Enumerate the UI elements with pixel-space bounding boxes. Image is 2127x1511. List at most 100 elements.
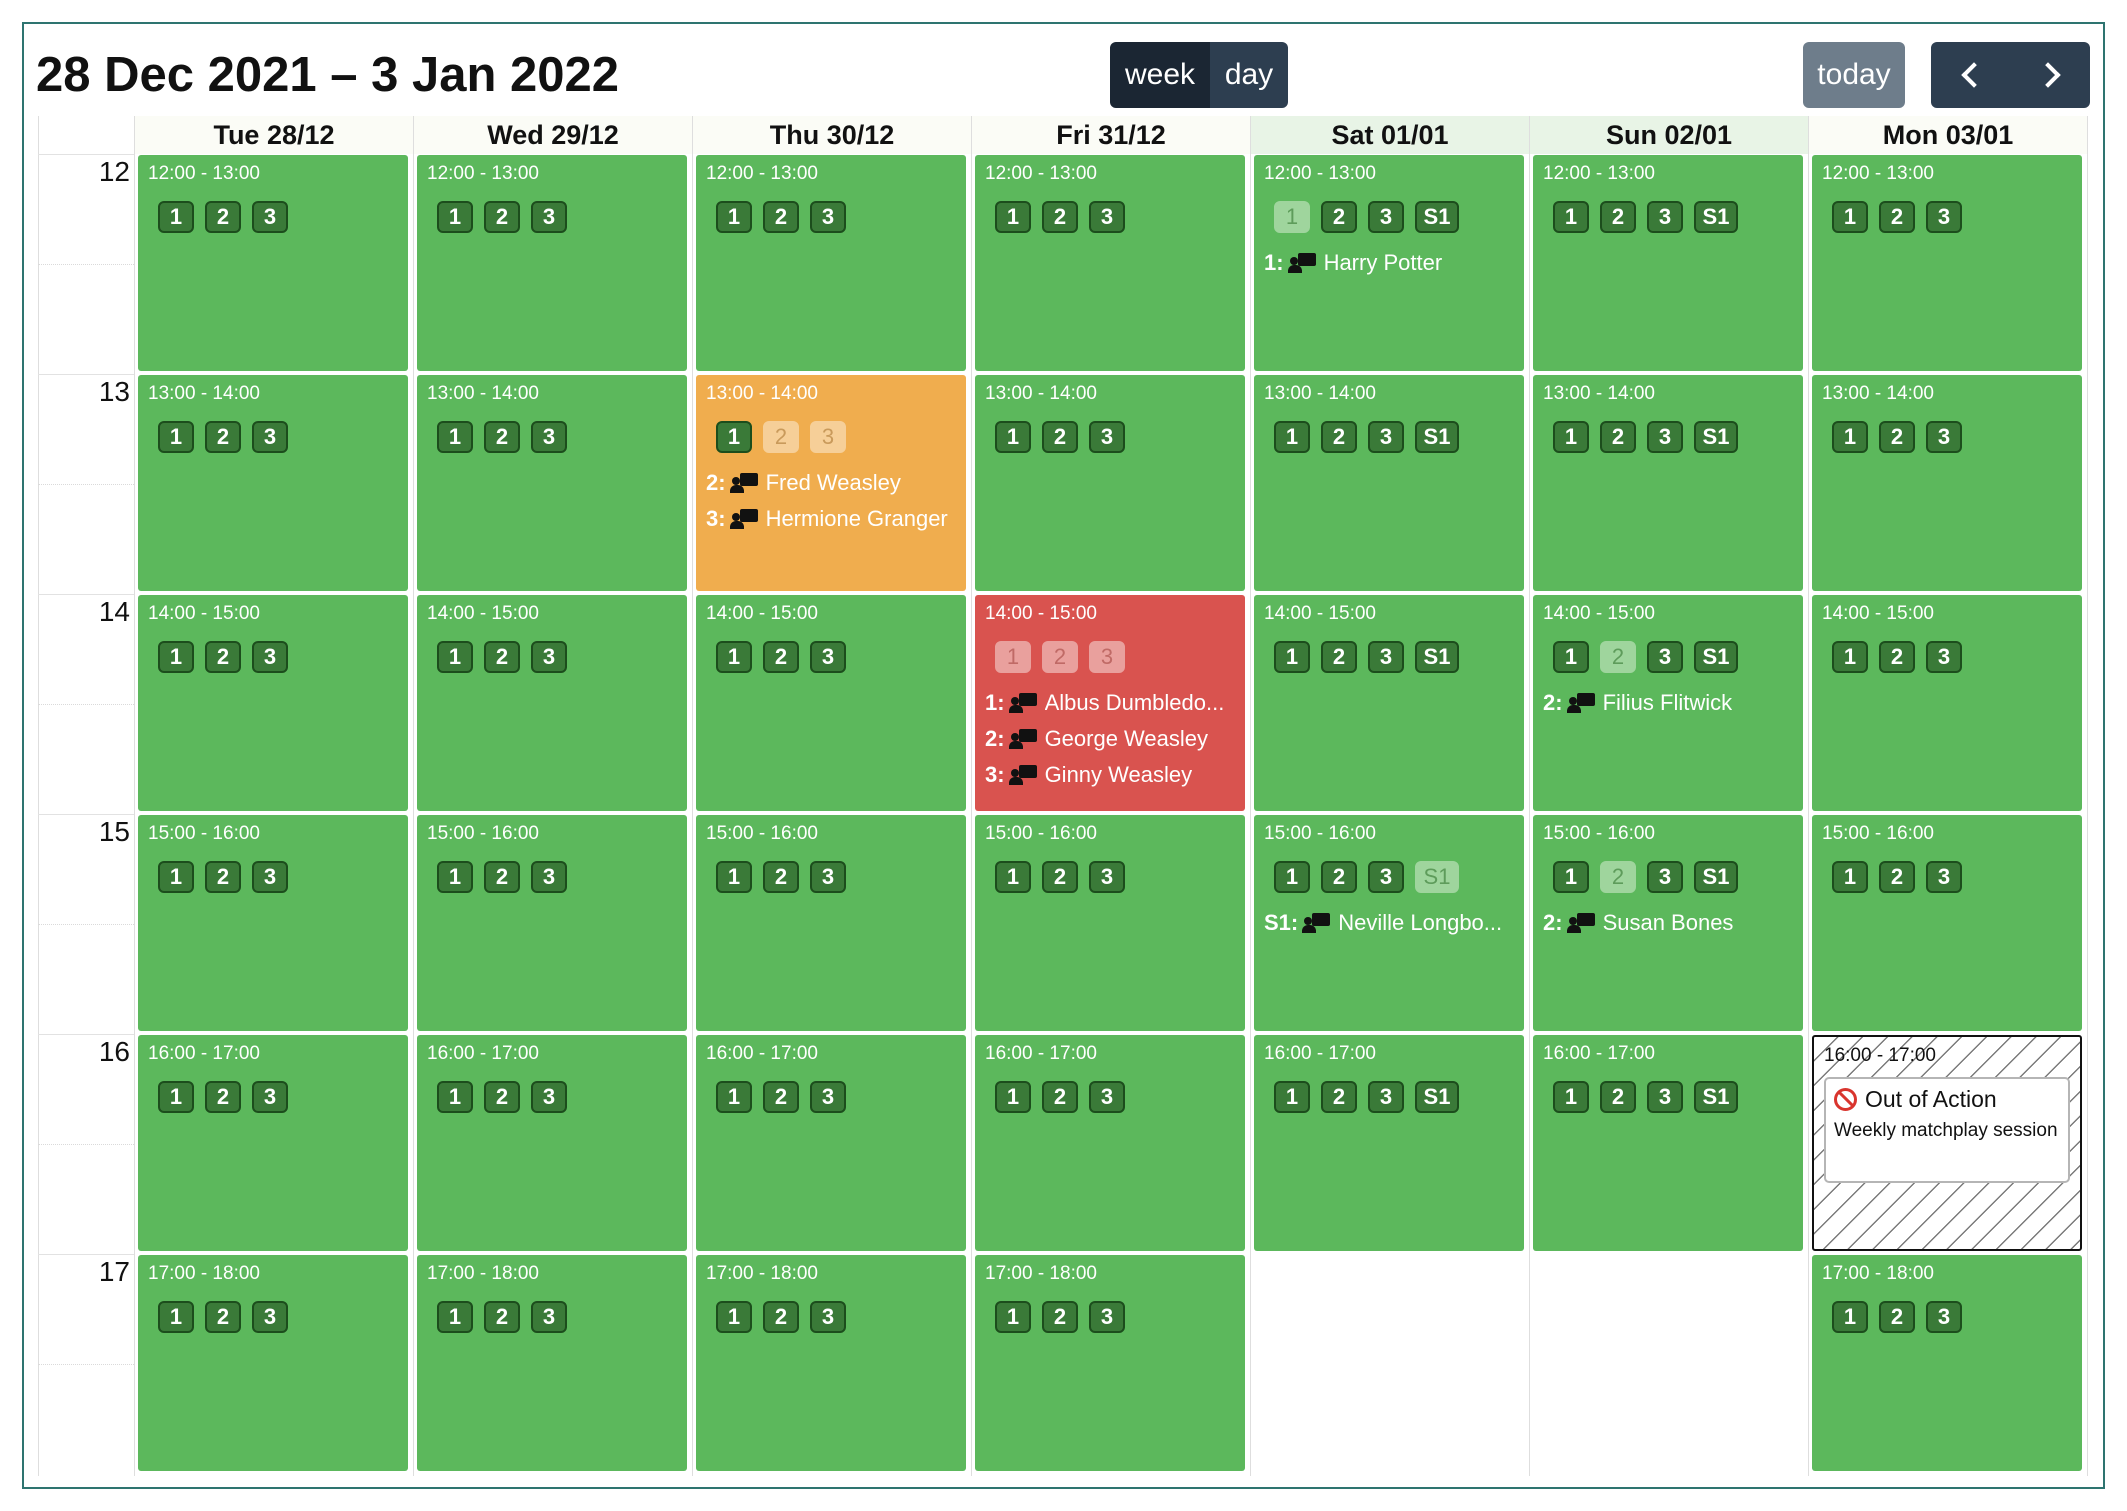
- court-badge-s1[interactable]: S1: [1415, 861, 1459, 893]
- court-badge-s1[interactable]: S1: [1415, 421, 1459, 453]
- time-slot-open[interactable]: 13:00 - 14:00 1 2 3: [417, 375, 687, 591]
- court-badge-3[interactable]: 3: [531, 1301, 567, 1333]
- time-slot-open[interactable]: 15:00 - 16:00 1 2 3 S1 2: Susan Bones: [1533, 815, 1803, 1031]
- court-badge-1[interactable]: 1: [158, 1081, 194, 1113]
- court-badge-1[interactable]: 1: [1274, 1081, 1310, 1113]
- court-badge-s1[interactable]: S1: [1694, 641, 1738, 673]
- court-badge-1[interactable]: 1: [995, 861, 1031, 893]
- court-badge-3[interactable]: 3: [810, 1301, 846, 1333]
- time-slot-open[interactable]: 12:00 - 13:00 1 2 3: [696, 155, 966, 371]
- court-badge-1[interactable]: 1: [1553, 1081, 1589, 1113]
- court-badge-3[interactable]: 3: [1089, 1301, 1125, 1333]
- court-badge-1[interactable]: 1: [437, 421, 473, 453]
- court-badge-3[interactable]: 3: [1089, 201, 1125, 233]
- court-badge-3[interactable]: 3: [1368, 1081, 1404, 1113]
- court-badge-3[interactable]: 3: [1368, 641, 1404, 673]
- court-badge-2[interactable]: 2: [1042, 201, 1078, 233]
- court-badge-3[interactable]: 3: [810, 1081, 846, 1113]
- court-badge-2[interactable]: 2: [1042, 1301, 1078, 1333]
- court-badge-3[interactable]: 3: [1089, 421, 1125, 453]
- court-badge-3[interactable]: 3: [810, 861, 846, 893]
- time-slot-open[interactable]: 17:00 - 18:00 1 2 3: [417, 1255, 687, 1471]
- day-view-button[interactable]: day: [1210, 42, 1288, 108]
- court-badge-3[interactable]: 3: [252, 421, 288, 453]
- court-badge-1[interactable]: 1: [1274, 421, 1310, 453]
- court-badge-2[interactable]: 2: [1042, 421, 1078, 453]
- court-badge-1[interactable]: 1: [158, 641, 194, 673]
- booking-item[interactable]: 3: Ginny Weasley: [985, 757, 1239, 793]
- court-badge-1[interactable]: 1: [437, 1301, 473, 1333]
- court-badge-1[interactable]: 1: [1832, 201, 1868, 233]
- time-slot-open[interactable]: 15:00 - 16:00 1 2 3: [138, 815, 408, 1031]
- court-badge-1[interactable]: 1: [1553, 641, 1589, 673]
- court-badge-2[interactable]: 2: [1600, 421, 1636, 453]
- time-slot-open[interactable]: 14:00 - 15:00 1 2 3: [138, 595, 408, 811]
- court-badge-3[interactable]: 3: [1089, 1081, 1125, 1113]
- court-badge-3[interactable]: 3: [531, 861, 567, 893]
- court-badge-1[interactable]: 1: [995, 1301, 1031, 1333]
- time-slot-open[interactable]: 14:00 - 15:00 1 2 3: [417, 595, 687, 811]
- day-header[interactable]: Thu 30/12: [693, 116, 971, 154]
- court-badge-2[interactable]: 2: [484, 1301, 520, 1333]
- time-slot-open[interactable]: 17:00 - 18:00 1 2 3: [138, 1255, 408, 1471]
- time-slot-open[interactable]: 13:00 - 14:00 1 2 3: [975, 375, 1245, 591]
- court-badge-3[interactable]: 3: [252, 641, 288, 673]
- time-slot-open[interactable]: 14:00 - 15:00 1 2 3: [1812, 595, 2082, 811]
- court-badge-1[interactable]: 1: [716, 421, 752, 453]
- court-badge-1[interactable]: 1: [995, 1081, 1031, 1113]
- court-badge-1[interactable]: 1: [1832, 641, 1868, 673]
- court-badge-1[interactable]: 1: [716, 641, 752, 673]
- court-badge-s1[interactable]: S1: [1415, 201, 1459, 233]
- court-badge-1[interactable]: 1: [716, 861, 752, 893]
- court-badge-2[interactable]: 2: [205, 641, 241, 673]
- time-slot-open[interactable]: 15:00 - 16:00 1 2 3: [1812, 815, 2082, 1031]
- day-header[interactable]: Wed 29/12: [414, 116, 692, 154]
- court-badge-s1[interactable]: S1: [1694, 201, 1738, 233]
- court-badge-2[interactable]: 2: [205, 1301, 241, 1333]
- court-badge-3[interactable]: 3: [1926, 201, 1962, 233]
- court-badge-3[interactable]: 3: [1368, 421, 1404, 453]
- court-badge-1[interactable]: 1: [437, 641, 473, 673]
- court-badge-1[interactable]: 1: [1274, 201, 1310, 233]
- court-badge-2[interactable]: 2: [1042, 641, 1078, 673]
- court-badge-3[interactable]: 3: [1647, 641, 1683, 673]
- court-badge-1[interactable]: 1: [158, 421, 194, 453]
- court-badge-2[interactable]: 2: [484, 201, 520, 233]
- court-badge-1[interactable]: 1: [1553, 861, 1589, 893]
- court-badge-2[interactable]: 2: [1321, 641, 1357, 673]
- prev-week-button[interactable]: [1931, 42, 2011, 108]
- time-slot-open[interactable]: 14:00 - 15:00 1 2 3 S1: [1254, 595, 1524, 811]
- time-slot-open[interactable]: 16:00 - 17:00 1 2 3: [138, 1035, 408, 1251]
- court-badge-1[interactable]: 1: [437, 861, 473, 893]
- court-badge-3[interactable]: 3: [810, 421, 846, 453]
- court-badge-2[interactable]: 2: [763, 1301, 799, 1333]
- court-badge-3[interactable]: 3: [252, 201, 288, 233]
- court-badge-1[interactable]: 1: [158, 201, 194, 233]
- court-badge-2[interactable]: 2: [484, 641, 520, 673]
- time-slot-open[interactable]: 17:00 - 18:00 1 2 3: [696, 1255, 966, 1471]
- time-slot-open[interactable]: 14:00 - 15:00 1 2 3 S1 2: Filius Flitwick: [1533, 595, 1803, 811]
- day-header[interactable]: Fri 31/12: [972, 116, 1250, 154]
- court-badge-3[interactable]: 3: [1926, 861, 1962, 893]
- day-header[interactable]: Sun 02/01: [1530, 116, 1808, 154]
- court-badge-s1[interactable]: S1: [1694, 861, 1738, 893]
- court-badge-2[interactable]: 2: [1600, 1081, 1636, 1113]
- court-badge-1[interactable]: 1: [1274, 861, 1310, 893]
- court-badge-3[interactable]: 3: [252, 861, 288, 893]
- court-badge-3[interactable]: 3: [1089, 641, 1125, 673]
- time-slot-open[interactable]: 12:00 - 13:00 1 2 3 S1: [1533, 155, 1803, 371]
- court-badge-3[interactable]: 3: [1926, 421, 1962, 453]
- court-badge-2[interactable]: 2: [1879, 1301, 1915, 1333]
- court-badge-3[interactable]: 3: [1368, 861, 1404, 893]
- court-badge-1[interactable]: 1: [995, 421, 1031, 453]
- court-badge-1[interactable]: 1: [1832, 421, 1868, 453]
- court-badge-2[interactable]: 2: [205, 421, 241, 453]
- time-slot-open[interactable]: 16:00 - 17:00 1 2 3 S1: [1254, 1035, 1524, 1251]
- court-badge-3[interactable]: 3: [1647, 861, 1683, 893]
- court-badge-2[interactable]: 2: [1879, 421, 1915, 453]
- court-badge-2[interactable]: 2: [484, 421, 520, 453]
- court-badge-2[interactable]: 2: [1321, 421, 1357, 453]
- time-slot-open[interactable]: 16:00 - 17:00 1 2 3: [417, 1035, 687, 1251]
- court-badge-2[interactable]: 2: [205, 861, 241, 893]
- booking-item[interactable]: 2: Susan Bones: [1543, 905, 1797, 941]
